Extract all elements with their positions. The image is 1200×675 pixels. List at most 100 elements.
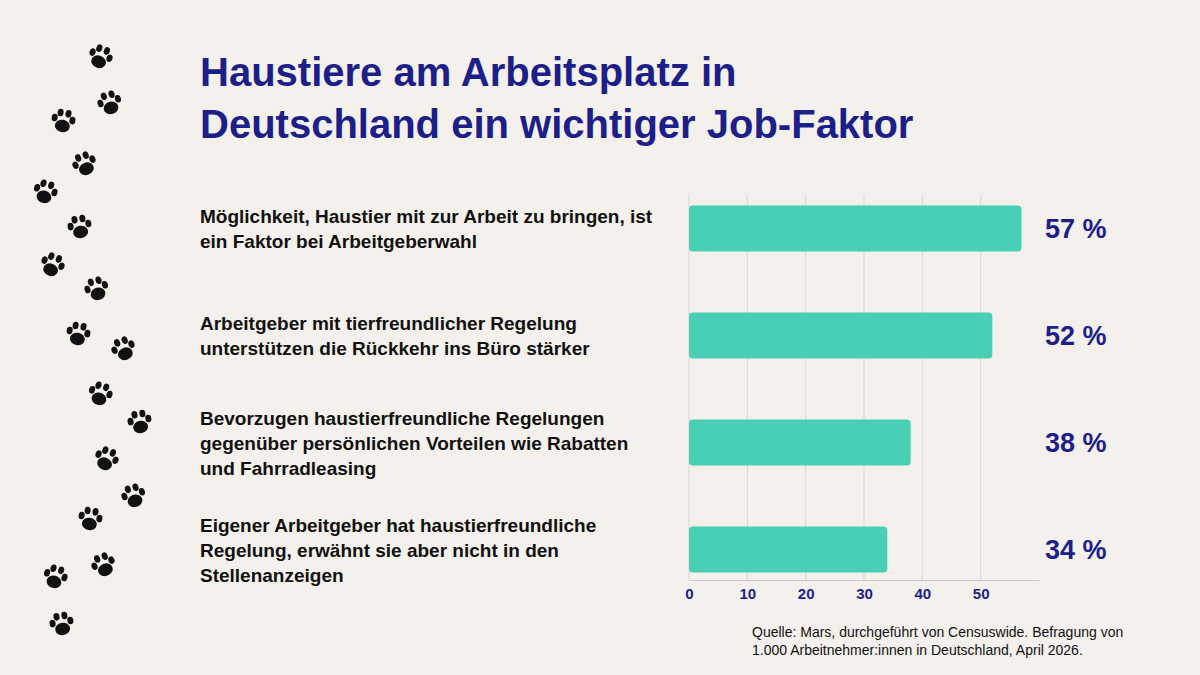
tick-label: 40 <box>914 585 931 602</box>
paw-toe <box>80 323 87 332</box>
paw <box>69 149 99 179</box>
text-line: Deutschland ein wichtiger Job-Faktor <box>200 102 913 146</box>
paw <box>48 610 76 637</box>
tick: 10 <box>739 580 756 602</box>
category-label: Eigener Arbeitgeber hat haustierfreundli… <box>200 515 596 586</box>
text-line: Arbeitgeber mit tierfreundlicher Regelun… <box>200 313 577 334</box>
grid-line <box>922 195 923 580</box>
paw <box>126 408 154 435</box>
bars <box>689 205 1022 572</box>
paw-toe <box>93 554 101 563</box>
text-line: ein Faktor bei Arbeitgeberwahl <box>200 231 477 252</box>
paw-toe <box>96 514 103 523</box>
paw <box>37 250 67 280</box>
paw-toe <box>61 573 69 582</box>
paw-toe <box>47 181 55 190</box>
paw-toe <box>71 216 78 225</box>
text-line: Möglichkeit, Haustier mit zur Arbeit zu … <box>200 206 653 227</box>
paw-pad <box>41 261 59 278</box>
paw <box>41 563 70 591</box>
paw-toe <box>111 456 119 465</box>
paw-toe <box>78 511 85 520</box>
paw-toe <box>33 183 41 192</box>
tick-label: 10 <box>739 585 756 602</box>
category-labels: Möglichkeit, Haustier mit zur Arbeit zu … <box>200 206 653 586</box>
tick: 0 <box>685 580 693 602</box>
paw-pad <box>96 561 114 578</box>
paw-toe <box>55 254 63 263</box>
paw-toe <box>121 336 129 345</box>
paw-pad <box>132 420 149 435</box>
grid-line <box>747 195 748 580</box>
paw-pad <box>72 225 89 240</box>
paw-toe <box>53 613 60 622</box>
paw-toe <box>127 417 134 426</box>
paw-toe <box>49 619 56 628</box>
paw-pad <box>35 189 53 205</box>
paw-toe <box>132 483 140 492</box>
paw-toe <box>101 446 109 455</box>
paw-pad <box>77 160 95 177</box>
bar <box>689 312 992 358</box>
paw-toe <box>69 116 76 125</box>
paw-pad <box>126 493 144 509</box>
paw <box>91 444 121 474</box>
paw-toe <box>124 485 132 494</box>
paw-toe <box>88 155 96 164</box>
paw-toe <box>110 346 118 355</box>
grid-line <box>689 195 690 580</box>
text-line: Eigener Arbeitgeber hat haustierfreundli… <box>200 515 596 536</box>
paw-toe <box>121 492 129 501</box>
tick-label: 30 <box>856 585 873 602</box>
paw <box>85 42 115 72</box>
x-axis: 01020304050 <box>685 580 1039 602</box>
tick: 20 <box>798 580 815 602</box>
text-line: Bevorzugen haustierfreundliche Regelunge… <box>200 408 604 429</box>
background <box>0 0 1200 675</box>
tick: 30 <box>856 580 873 602</box>
paw-toe <box>88 385 96 394</box>
paw-toe <box>131 411 138 420</box>
paw-toe <box>67 616 74 625</box>
paw-toe <box>97 99 105 108</box>
paw-toe <box>138 487 146 496</box>
paw-pad <box>54 119 71 134</box>
paw-pad <box>90 391 108 407</box>
text-line: 1.000 Arbeitnehmer:innen in Deutschland,… <box>752 642 1083 658</box>
paw-toe <box>95 276 103 285</box>
tick: 40 <box>914 580 931 602</box>
paw-toe <box>40 179 48 188</box>
paw-toe <box>108 90 116 99</box>
data-label: 57 % <box>1045 214 1107 244</box>
paw-prints <box>31 42 154 637</box>
paw-toe <box>84 506 91 515</box>
paw <box>49 107 77 134</box>
paw-toe <box>109 448 117 457</box>
paw-toe <box>85 219 92 228</box>
paw-pad <box>81 517 98 532</box>
paw-toe <box>107 556 115 565</box>
bar <box>689 419 911 465</box>
data-label: 34 % <box>1045 535 1107 565</box>
paw <box>108 334 138 364</box>
data-labels: 57 %52 %38 %34 % <box>1045 214 1107 565</box>
title: Haustiere am Arbeitsplatz inDeutschland … <box>200 50 913 146</box>
paw-toe <box>61 611 68 620</box>
source: Quelle: Mars, durchgeführt von Censuswid… <box>752 624 1123 658</box>
paw-toe <box>95 381 103 390</box>
paw-pad <box>102 100 120 116</box>
paw-toe <box>101 280 109 289</box>
text-line: Quelle: Mars, durchgeführt von Censuswid… <box>752 624 1123 640</box>
paw-toe <box>94 450 102 459</box>
paw-toe <box>57 566 65 575</box>
paw-toe <box>43 568 51 577</box>
paw-toe <box>66 326 73 335</box>
paw <box>66 213 94 240</box>
paw-toe <box>82 151 90 160</box>
paw-toe <box>139 409 146 418</box>
paw-toe <box>102 383 110 392</box>
paw-toe <box>114 94 122 103</box>
paw-toe <box>106 390 114 399</box>
paw-toe <box>74 153 82 162</box>
paw-toe <box>113 338 121 347</box>
